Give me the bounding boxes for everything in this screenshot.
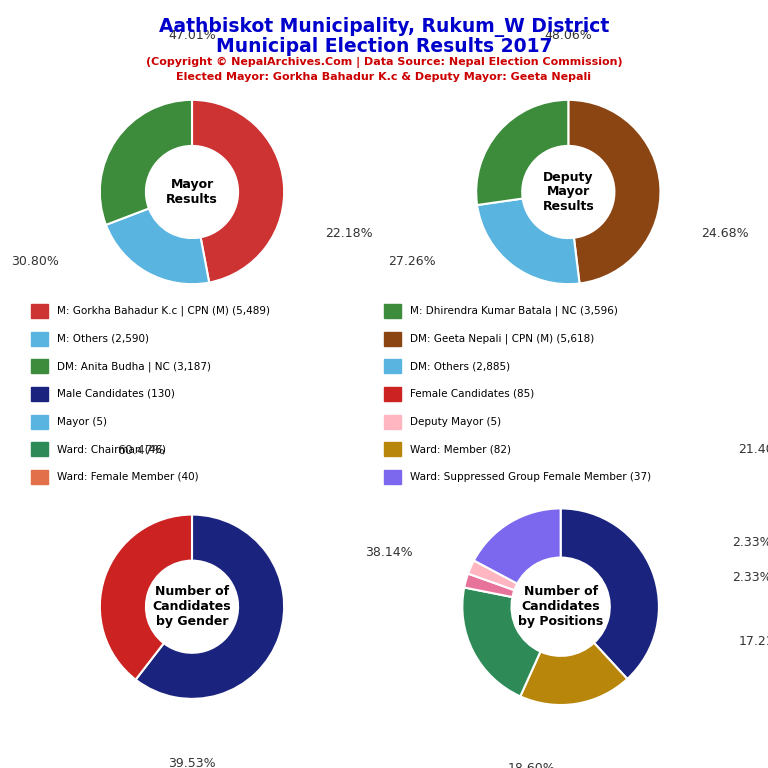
Wedge shape xyxy=(468,561,518,590)
Text: 47.01%: 47.01% xyxy=(168,29,216,41)
Wedge shape xyxy=(474,508,561,584)
Text: 48.06%: 48.06% xyxy=(545,29,592,41)
Wedge shape xyxy=(568,100,660,283)
Wedge shape xyxy=(520,643,627,705)
Text: Deputy Mayor (5): Deputy Mayor (5) xyxy=(410,416,502,427)
Text: 30.80%: 30.80% xyxy=(12,255,59,267)
Wedge shape xyxy=(192,100,284,283)
Text: M: Dhirendra Kumar Batala | NC (3,596): M: Dhirendra Kumar Batala | NC (3,596) xyxy=(410,306,618,316)
Text: Mayor
Results: Mayor Results xyxy=(166,178,218,206)
Text: 2.33%: 2.33% xyxy=(733,536,768,549)
Text: Number of
Candidates
by Positions: Number of Candidates by Positions xyxy=(518,585,604,628)
Wedge shape xyxy=(106,208,209,284)
Text: M: Others (2,590): M: Others (2,590) xyxy=(57,333,149,344)
Text: M: Gorkha Bahadur K.c | CPN (M) (5,489): M: Gorkha Bahadur K.c | CPN (M) (5,489) xyxy=(57,306,270,316)
Wedge shape xyxy=(100,100,192,225)
Text: Ward: Suppressed Group Female Member (37): Ward: Suppressed Group Female Member (37… xyxy=(410,472,651,482)
Text: 27.26%: 27.26% xyxy=(388,255,435,267)
Text: 24.68%: 24.68% xyxy=(701,227,749,240)
Wedge shape xyxy=(462,588,541,697)
Text: Municipal Election Results 2017: Municipal Election Results 2017 xyxy=(216,37,552,56)
Text: Male Candidates (130): Male Candidates (130) xyxy=(57,389,174,399)
Text: DM: Others (2,885): DM: Others (2,885) xyxy=(410,361,510,372)
Text: 2.33%: 2.33% xyxy=(733,571,768,584)
Text: Ward: Chairman (46): Ward: Chairman (46) xyxy=(57,444,166,455)
Text: 18.60%: 18.60% xyxy=(508,763,555,768)
Wedge shape xyxy=(100,515,192,680)
Text: Aathbiskot Municipality, Rukum_W District: Aathbiskot Municipality, Rukum_W Distric… xyxy=(159,17,609,37)
Text: Ward: Member (82): Ward: Member (82) xyxy=(410,444,511,455)
Wedge shape xyxy=(477,198,580,284)
Text: Number of
Candidates
by Gender: Number of Candidates by Gender xyxy=(153,585,231,628)
Text: Female Candidates (85): Female Candidates (85) xyxy=(410,389,535,399)
Text: Mayor (5): Mayor (5) xyxy=(57,416,107,427)
Text: 39.53%: 39.53% xyxy=(168,757,216,768)
Wedge shape xyxy=(476,100,568,205)
Text: DM: Anita Budha | NC (3,187): DM: Anita Budha | NC (3,187) xyxy=(57,361,211,372)
Text: (Copyright © NepalArchives.Com | Data Source: Nepal Election Commission): (Copyright © NepalArchives.Com | Data So… xyxy=(146,57,622,68)
Text: 38.14%: 38.14% xyxy=(365,546,412,559)
Wedge shape xyxy=(136,515,284,699)
Text: 22.18%: 22.18% xyxy=(325,227,372,240)
Text: 60.47%: 60.47% xyxy=(118,444,165,456)
Wedge shape xyxy=(561,508,659,679)
Text: Deputy
Mayor
Results: Deputy Mayor Results xyxy=(542,170,594,214)
Text: Elected Mayor: Gorkha Bahadur K.c & Deputy Mayor: Geeta Nepali: Elected Mayor: Gorkha Bahadur K.c & Depu… xyxy=(177,72,591,82)
Text: 17.21%: 17.21% xyxy=(738,634,768,647)
Wedge shape xyxy=(464,574,515,597)
Text: 21.40%: 21.40% xyxy=(738,443,768,456)
Text: DM: Geeta Nepali | CPN (M) (5,618): DM: Geeta Nepali | CPN (M) (5,618) xyxy=(410,333,594,344)
Text: Ward: Female Member (40): Ward: Female Member (40) xyxy=(57,472,198,482)
